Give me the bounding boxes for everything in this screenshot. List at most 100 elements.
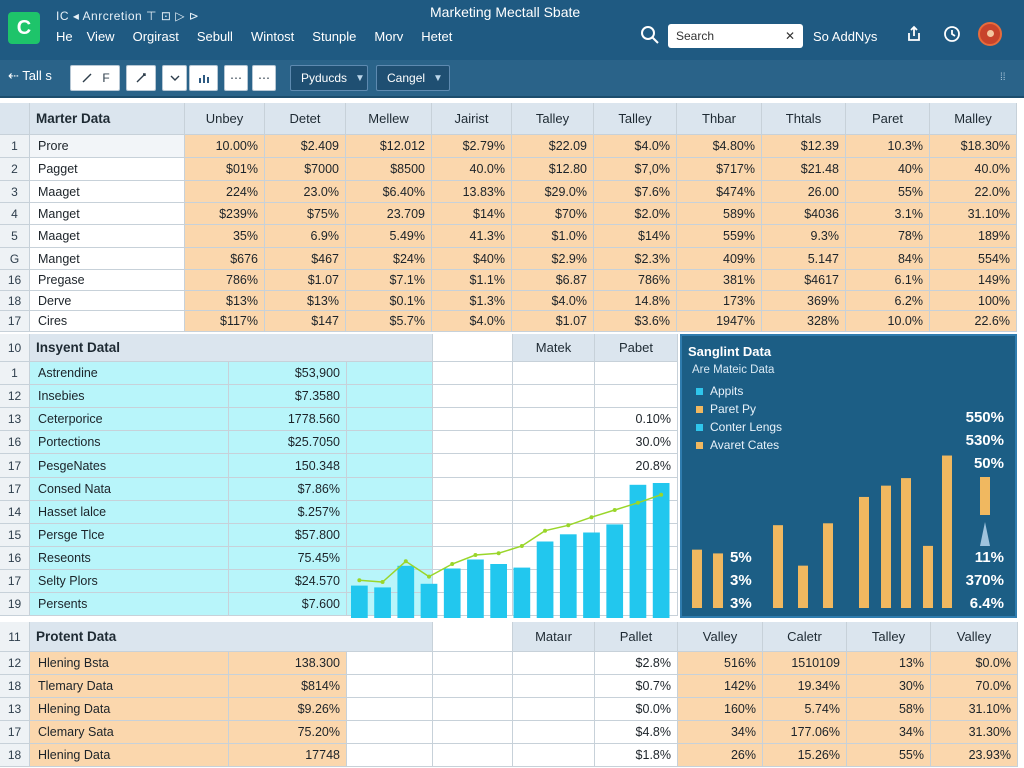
data-cell[interactable]: 23.0% — [265, 181, 346, 203]
data-cell[interactable] — [347, 454, 433, 478]
data-cell[interactable]: $3.6% — [594, 311, 677, 332]
search-input[interactable] — [676, 29, 776, 43]
data-cell[interactable]: $676 — [185, 248, 265, 270]
data-cell[interactable]: 0.10% — [595, 408, 678, 431]
data-cell[interactable]: $2.79% — [432, 135, 512, 158]
empty-cell[interactable] — [433, 501, 513, 524]
column-header[interactable]: Pabet — [595, 334, 678, 362]
data-cell[interactable]: 23.709 — [346, 203, 432, 225]
empty-cell[interactable] — [433, 362, 513, 385]
data-cell[interactable] — [347, 362, 433, 385]
row-label[interactable]: Astrendine — [30, 362, 229, 385]
data-cell[interactable]: 10.00% — [185, 135, 265, 158]
data-cell[interactable]: $4.0% — [432, 311, 512, 332]
data-cell[interactable]: 142% — [678, 675, 763, 698]
data-cell[interactable]: $814% — [229, 675, 347, 698]
data-cell[interactable]: 20.8% — [595, 454, 678, 478]
data-cell[interactable]: 22.0% — [930, 181, 1017, 203]
empty-cell[interactable] — [433, 675, 513, 698]
row-label[interactable]: Reseonts — [30, 547, 229, 570]
column-header[interactable]: Thtals — [762, 103, 846, 135]
data-cell[interactable]: 34% — [847, 721, 931, 744]
data-cell[interactable]: $13% — [185, 291, 265, 311]
row-label[interactable]: PesgeNates — [30, 454, 229, 478]
data-cell[interactable]: $70% — [512, 203, 594, 225]
row-number[interactable]: 11 — [0, 622, 30, 652]
column-header[interactable]: Valley — [678, 622, 763, 652]
column-header[interactable]: Malley — [930, 103, 1017, 135]
data-cell[interactable]: 75.45% — [229, 547, 347, 570]
column-header[interactable]: Talley — [512, 103, 594, 135]
legend-item[interactable]: Conter Lengs — [696, 418, 782, 436]
avatar[interactable] — [978, 22, 1002, 46]
empty-cell[interactable] — [433, 454, 513, 478]
data-cell[interactable]: $717% — [677, 158, 762, 181]
data-cell[interactable]: $467 — [265, 248, 346, 270]
data-cell[interactable]: $9.26% — [229, 698, 347, 721]
legend-item[interactable]: Appits — [696, 382, 782, 400]
row-number[interactable]: 10 — [0, 334, 30, 362]
data-cell[interactable]: $13% — [265, 291, 346, 311]
data-cell[interactable]: $4.0% — [512, 291, 594, 311]
data-cell[interactable]: $5.7% — [346, 311, 432, 332]
data-cell[interactable]: $25.7050 — [229, 431, 347, 454]
row-number[interactable]: 17 — [0, 311, 30, 332]
row-label[interactable]: Selty Plors — [30, 570, 229, 593]
data-cell[interactable] — [347, 431, 433, 454]
data-cell[interactable]: $29.0% — [512, 181, 594, 203]
data-cell[interactable]: $8500 — [346, 158, 432, 181]
column-header[interactable]: Mellew — [346, 103, 432, 135]
data-cell[interactable]: $.257% — [229, 501, 347, 524]
data-cell[interactable]: 40.0% — [432, 158, 512, 181]
data-cell[interactable]: 5.147 — [762, 248, 846, 270]
row-number[interactable]: 18 — [0, 675, 30, 698]
row-label[interactable]: Hlening Bsta — [30, 652, 229, 675]
data-cell[interactable]: $18.30% — [930, 135, 1017, 158]
history-icon[interactable] — [942, 24, 962, 44]
data-cell[interactable]: 6.1% — [846, 270, 930, 291]
empty-cell[interactable] — [513, 385, 595, 408]
data-cell[interactable]: 189% — [930, 225, 1017, 248]
data-cell[interactable] — [347, 408, 433, 431]
row-label[interactable]: Clemary Sata — [30, 721, 229, 744]
check-button[interactable] — [162, 65, 187, 91]
data-cell[interactable]: $474% — [677, 181, 762, 203]
data-cell[interactable]: $1.07 — [265, 270, 346, 291]
cancel-dropdown[interactable]: Cangel ▼ — [376, 65, 450, 91]
data-cell[interactable]: $7.6% — [594, 181, 677, 203]
row-label[interactable]: Cires — [30, 311, 185, 332]
data-cell[interactable]: $1.8% — [595, 744, 678, 767]
row-label[interactable]: Maaget — [30, 181, 185, 203]
data-cell[interactable]: 369% — [762, 291, 846, 311]
data-cell[interactable]: 5.49% — [346, 225, 432, 248]
row-number[interactable]: 16 — [0, 547, 30, 570]
data-cell[interactable] — [347, 501, 433, 524]
menu-item-wintost[interactable]: Wintost — [250, 29, 295, 44]
data-cell[interactable]: $2.409 — [265, 135, 346, 158]
menu-item-hetet[interactable]: Hetet — [421, 29, 453, 44]
data-cell[interactable]: 224% — [185, 181, 265, 203]
data-cell[interactable]: 70.0% — [931, 675, 1018, 698]
empty-cell[interactable] — [347, 721, 433, 744]
row-number[interactable]: 1 — [0, 362, 30, 385]
data-cell[interactable]: 409% — [677, 248, 762, 270]
empty-cell[interactable] — [513, 454, 595, 478]
row-number[interactable]: 16 — [0, 431, 30, 454]
data-cell[interactable]: $2.9% — [512, 248, 594, 270]
row-number[interactable]: 15 — [0, 524, 30, 547]
row-label[interactable]: Portections — [30, 431, 229, 454]
data-cell[interactable]: 26.00 — [762, 181, 846, 203]
data-cell[interactable]: 13% — [847, 652, 931, 675]
row-label[interactable]: Persents — [30, 593, 229, 616]
data-cell[interactable]: 6.9% — [265, 225, 346, 248]
data-cell[interactable]: 15.26% — [763, 744, 847, 767]
data-cell[interactable]: $14% — [594, 225, 677, 248]
data-cell[interactable]: $75% — [265, 203, 346, 225]
data-cell[interactable]: $24% — [346, 248, 432, 270]
column-header[interactable]: Caletr — [763, 622, 847, 652]
menu-item-morv[interactable]: Morv — [374, 29, 404, 44]
data-cell[interactable]: 84% — [846, 248, 930, 270]
data-cell[interactable]: $7.86% — [229, 478, 347, 501]
row-label[interactable]: Hasset lalce — [30, 501, 229, 524]
data-cell[interactable] — [595, 385, 678, 408]
